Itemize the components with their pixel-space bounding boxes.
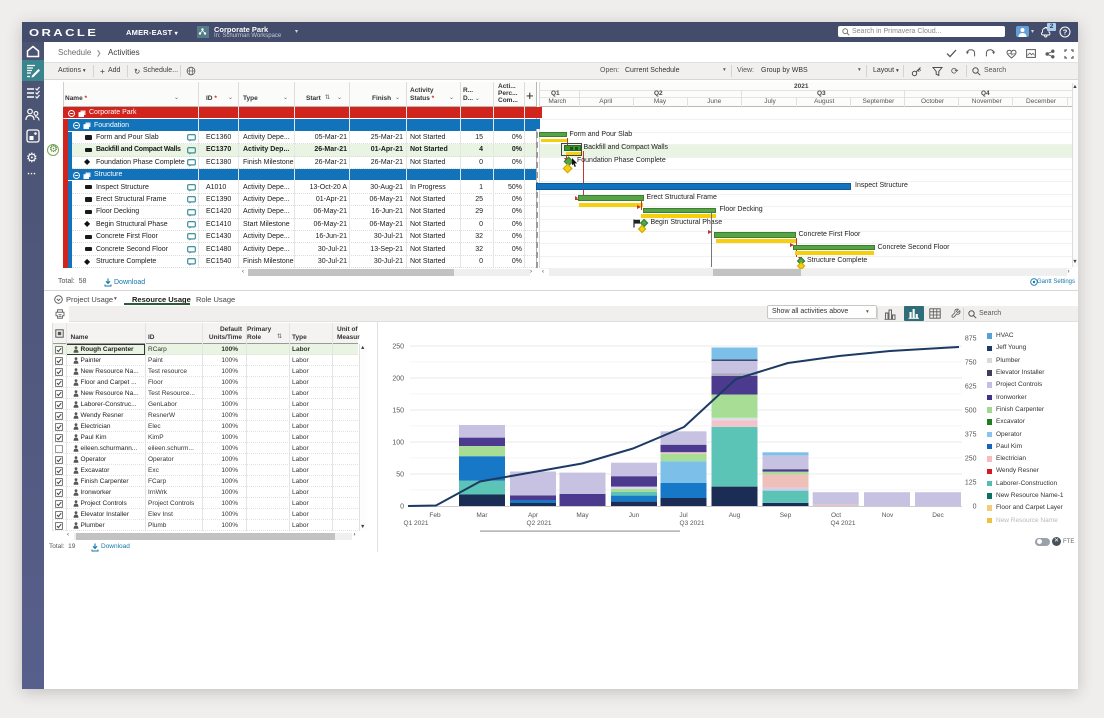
svg-text:Dec: Dec — [932, 512, 944, 519]
svg-text:Q4 2021: Q4 2021 — [831, 520, 856, 527]
svg-text:200: 200 — [392, 375, 404, 382]
svg-text:Nov: Nov — [882, 512, 894, 519]
svg-text:125: 125 — [965, 480, 977, 487]
svg-text:50: 50 — [396, 471, 404, 478]
svg-text:Q2 2021: Q2 2021 — [527, 520, 552, 527]
svg-text:0: 0 — [400, 503, 404, 510]
svg-text:750: 750 — [965, 360, 977, 367]
svg-text:625: 625 — [965, 384, 977, 391]
svg-text:Mar: Mar — [476, 512, 488, 519]
svg-text:250: 250 — [392, 343, 404, 350]
svg-text:100: 100 — [392, 439, 404, 446]
svg-text:Q1 2021: Q1 2021 — [404, 520, 429, 527]
svg-text:Jun: Jun — [629, 512, 640, 519]
svg-text:May: May — [576, 512, 589, 519]
svg-text:Feb: Feb — [429, 512, 441, 519]
svg-text:250: 250 — [965, 456, 977, 463]
svg-text:Apr: Apr — [528, 512, 539, 519]
svg-text:?: ? — [1063, 28, 1068, 37]
svg-text:875: 875 — [965, 336, 977, 343]
svg-text:Jul: Jul — [679, 512, 688, 519]
svg-text:Q3 2021: Q3 2021 — [680, 520, 705, 527]
svg-text:Aug: Aug — [729, 512, 741, 519]
svg-text:Sep: Sep — [780, 512, 792, 519]
svg-text:Oct: Oct — [831, 512, 841, 519]
svg-text:375: 375 — [965, 432, 977, 439]
svg-text:150: 150 — [392, 407, 404, 414]
svg-text:500: 500 — [965, 408, 977, 415]
svg-text:0: 0 — [973, 503, 977, 510]
